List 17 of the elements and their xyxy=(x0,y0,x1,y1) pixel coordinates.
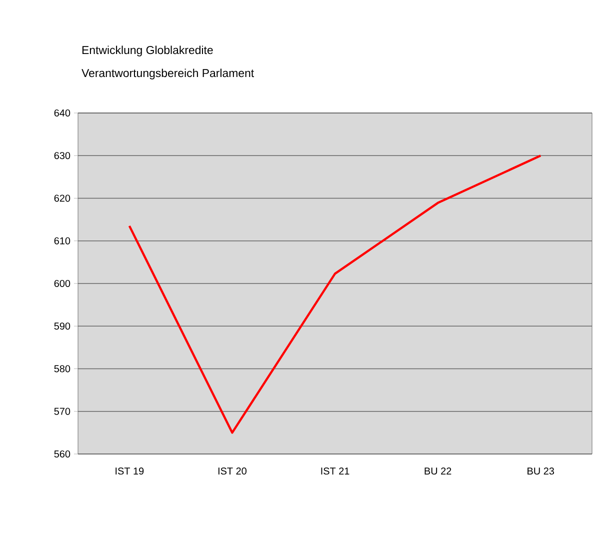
line-series xyxy=(128,154,542,434)
x-tick-label: IST 20 xyxy=(218,468,246,475)
x-tick-label: BU 22 xyxy=(424,468,452,475)
y-tick-label: 600 xyxy=(54,280,70,288)
x-tick-label: IST 19 xyxy=(116,468,144,475)
y-tick-label: 590 xyxy=(54,322,70,330)
y-tick-label: 640 xyxy=(54,109,70,117)
chart-subtitle: Verantwortungsbereich Parlament xyxy=(82,68,254,80)
y-tick-label: 560 xyxy=(54,450,70,458)
y-tick-label: 570 xyxy=(54,408,70,415)
y-tick-label: 580 xyxy=(54,365,70,372)
y-tick-label: 620 xyxy=(54,194,70,202)
x-tick-label: IST 21 xyxy=(321,468,350,475)
chart-title: Entwicklung Globlakredite xyxy=(82,46,213,56)
x-tick-label: BU 23 xyxy=(528,468,554,475)
y-tick-label: 610 xyxy=(54,237,70,244)
y-tick-label: 630 xyxy=(54,152,70,160)
